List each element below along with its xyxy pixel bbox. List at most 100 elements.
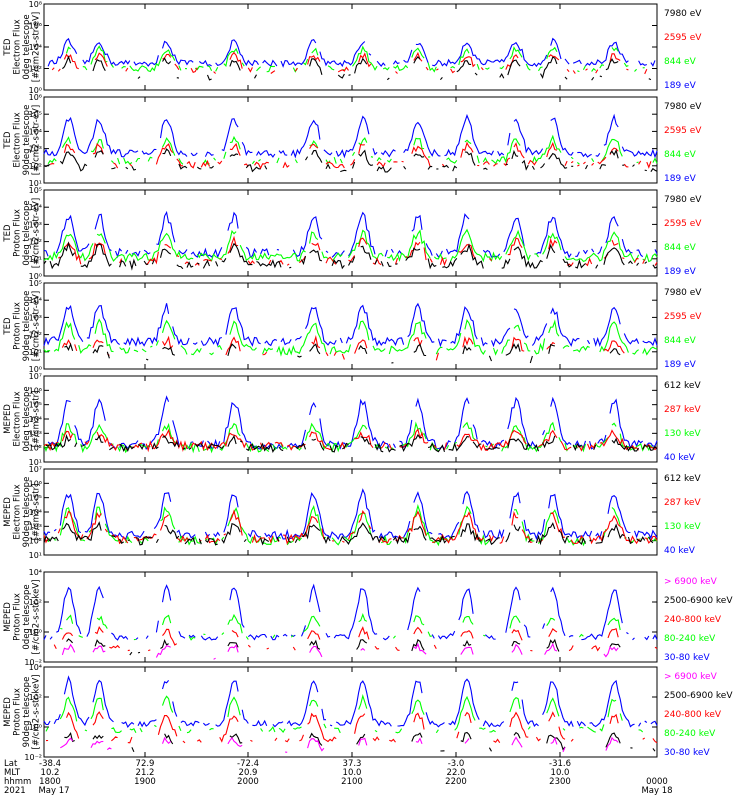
legend-entry: 287 keV [664, 498, 701, 508]
y-tick-label: 10⁴ [29, 296, 42, 305]
y-axis-label-1: MEPED [3, 697, 13, 727]
y-tick-label: 10⁶ [29, 386, 42, 395]
y-axis-label-4: [#/cm2-s-str-eV] [32, 291, 42, 361]
y-axis-label-4: [#/cm2-s-str] [32, 391, 42, 448]
panel-4: 10⁰ 10¹ 10² 10³ 10⁴ 10⁵ TED Proton Flux 90deg te… [3, 279, 702, 374]
x-tick-mlt: 21.2 [136, 768, 155, 778]
y-tick-label: 10⁰ [29, 723, 42, 732]
legend-entry: 2595 eV [664, 126, 702, 136]
x-row-label-lat: Lat [4, 759, 18, 769]
x-tick-lat: -72.4 [237, 759, 259, 769]
legend-entry: 30-80 keV [664, 653, 710, 663]
y-axis-label-2: Proton Flux [13, 209, 23, 257]
x-tick-hhmm: 0000 [646, 777, 668, 787]
x-tick-hhmm: 1800 [39, 777, 61, 787]
series-line-612-kev [45, 433, 658, 453]
y-axis-label-4: [#/cm2-s-str-keV] [32, 675, 42, 750]
y-axis-label-1: TED [3, 38, 13, 57]
series-line-130-kev [44, 423, 657, 452]
x-tick-hhmm: 2300 [549, 777, 571, 787]
y-axis-label-2: Electron Flux [13, 19, 23, 74]
series-line-844-ev [43, 228, 658, 263]
y-tick-label: 10⁰ [29, 86, 42, 95]
legend-entry: 7980 eV [664, 102, 702, 112]
y-tick-label: 10³ [29, 429, 42, 438]
series-line-189-ev [43, 210, 658, 259]
y-tick-label: 10³ [29, 522, 42, 531]
series-line-2500-6900-kev [67, 639, 649, 655]
y-axis-label-4: [#/cm2-s-str-eV] [32, 105, 42, 175]
y-tick-label: 10⁴ [29, 415, 42, 424]
panel-frame [43, 96, 658, 184]
y-axis-label-4: [#/cm2-s-str] [32, 484, 42, 541]
legend-entry: 189 eV [664, 360, 697, 370]
y-tick-label: 10¹ [29, 179, 42, 188]
panel-frame [43, 189, 658, 277]
legend-entry: 40 keV [664, 546, 696, 556]
panel-frame [43, 571, 658, 663]
y-axis-label-1: MEPED [3, 404, 13, 434]
y-tick-label: 10⁵ [29, 401, 42, 410]
panel-1: 10⁰ 10² 10⁴ 10⁶ 10⁸ TED Electron Flux 0deg tele… [3, 0, 702, 95]
x-tick-mlt: 10.2 [41, 768, 60, 778]
legend-entry: 2500-6900 keV [664, 596, 733, 606]
x-tick-hhmm: 1900 [134, 777, 156, 787]
y-tick-label: 10² [29, 65, 42, 74]
panel-frame [43, 282, 658, 370]
y-axis-label-2: Electron Flux [13, 391, 23, 446]
y-tick-label: 10⁵ [29, 279, 42, 288]
y-axis-label-4: [#/cm2-s-str-eV] [32, 12, 42, 82]
y-axis-label-3: 90deg telescope [22, 105, 32, 176]
y-tick-label: 10⁷ [29, 465, 42, 474]
legend-entry: 240-800 keV [664, 615, 722, 625]
y-tick-label: 10⁷ [29, 372, 42, 381]
y-tick-label: 10⁵ [29, 494, 42, 503]
y-axis-label-3: 90deg telescope [22, 677, 32, 748]
series-line-189-ev [43, 113, 658, 159]
y-tick-label: 10⁴ [29, 508, 42, 517]
x-tick-date: May 18 [641, 786, 672, 796]
y-tick-label: 10⁰ [29, 628, 42, 637]
x-tick-hhmm: 2000 [237, 777, 259, 787]
legend-entry: 80-240 keV [664, 634, 716, 644]
legend-entry: 7980 eV [664, 195, 702, 205]
y-tick-label: 10² [29, 598, 42, 607]
y-tick-label: 10⁴ [29, 127, 42, 136]
y-tick-label: 10⁻² [24, 753, 42, 762]
series-line-844-ev [65, 45, 645, 73]
y-tick-label: 10² [29, 693, 42, 702]
legend-entry: > 6900 keV [664, 577, 718, 587]
legend-entry: 844 eV [664, 150, 697, 160]
y-axis-label-3: 0deg telescope [22, 200, 32, 265]
x-tick-mlt: 20.9 [239, 768, 258, 778]
series-line-2500-6900-kev [64, 731, 656, 753]
y-tick-label: 10⁻² [24, 658, 42, 667]
series-line--6900-kev [61, 642, 619, 660]
legend-entry: 2500-6900 keV [664, 691, 733, 701]
series-line-80-240-kev [60, 615, 655, 640]
series-line-30-80-kev [43, 675, 658, 729]
y-axis-label-4: [#/cm2-s-str-eV] [32, 198, 42, 268]
y-axis-label-2: Proton Flux [13, 302, 23, 350]
series-line-189-ev [43, 302, 658, 348]
x-tick-hhmm: 2100 [341, 777, 363, 787]
legend-entry: 612 keV [664, 474, 701, 484]
series-line-240-800-kev [53, 625, 658, 652]
y-axis-label-1: TED [3, 224, 13, 243]
series-line-240-800-kev [45, 711, 658, 744]
y-axis-label-2: Electron Flux [13, 484, 23, 539]
panel-frame [43, 666, 658, 758]
series-line-7980-ev [43, 148, 658, 173]
y-axis-label-1: TED [3, 131, 13, 150]
y-tick-label: 10¹ [29, 551, 42, 560]
panel-2: 10¹ 10² 10³ 10⁴ 10⁵ 10⁶ TED Electron Flux 90deg … [3, 93, 702, 188]
y-axis-label-2: Proton Flux [13, 593, 23, 641]
series-line-30-80-kev [43, 583, 658, 641]
y-axis-label-3: 0deg telescope [22, 584, 32, 649]
y-tick-label: 10⁴ [29, 203, 42, 212]
legend-entry: 240-800 keV [664, 710, 722, 720]
panel-6: 10¹ 10² 10³ 10⁴ 10⁵ 10⁶ 10⁷ MEPED Electron Flux 9… [3, 465, 701, 560]
y-tick-label: 10⁵ [29, 186, 42, 195]
y-tick-label: 10¹ [29, 255, 42, 264]
legend-entry: 189 eV [664, 81, 697, 91]
